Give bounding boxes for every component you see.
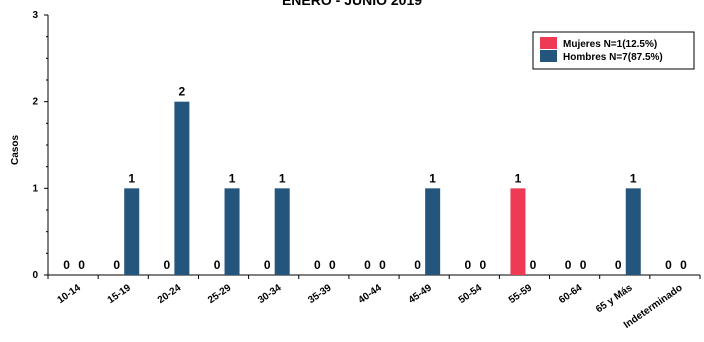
x-tick-label: 10-14 — [56, 282, 84, 306]
data-label: 1 — [128, 171, 135, 185]
legend-label: Hombres N=7(87.5%) — [563, 52, 663, 63]
x-tick-label: 15-19 — [106, 282, 134, 306]
data-label: 0 — [113, 258, 120, 272]
data-label: 0 — [379, 258, 386, 272]
x-tick-label: 40-44 — [356, 282, 384, 306]
data-label: 0 — [565, 258, 572, 272]
x-tick-label: 55-59 — [507, 282, 535, 306]
data-label: 0 — [464, 258, 471, 272]
data-label: 0 — [264, 258, 271, 272]
data-label: 0 — [164, 258, 171, 272]
data-label: 1 — [630, 171, 637, 185]
data-label: 0 — [479, 258, 486, 272]
x-tick-label: 35-39 — [306, 282, 334, 306]
data-label: 0 — [580, 258, 587, 272]
data-label: 0 — [78, 258, 85, 272]
legend-label: Mujeres N=1(12.5%) — [563, 39, 657, 50]
legend-swatch — [540, 50, 557, 62]
legend: Mujeres N=1(12.5%) Hombres N=7(87.5%) — [532, 31, 695, 70]
legend-swatch — [540, 37, 557, 49]
y-axis-label: Casos — [10, 135, 21, 165]
data-label: 0 — [530, 258, 537, 272]
x-tick-label: 45-49 — [407, 282, 435, 306]
y-tick-label: 0 — [32, 270, 38, 281]
y-tick-label: 2 — [32, 97, 38, 108]
x-tick-label: 65 y Más — [594, 282, 635, 315]
data-label: 0 — [63, 258, 70, 272]
data-label: 0 — [665, 258, 672, 272]
x-tick-label: 20-24 — [156, 282, 184, 306]
chart-title: ENERO - JUNIO 2019 — [282, 0, 422, 8]
data-label: 1 — [279, 171, 286, 185]
legend-box — [532, 31, 695, 70]
data-label: 1 — [515, 171, 522, 185]
bar-hombres — [124, 188, 140, 275]
data-label: 2 — [179, 85, 186, 99]
y-tick-label: 3 — [32, 10, 38, 21]
data-label: 0 — [314, 258, 321, 272]
bar-hombres — [274, 188, 290, 275]
data-label: 0 — [329, 258, 336, 272]
data-label: 0 — [414, 258, 421, 272]
x-tick-label: 60-64 — [557, 282, 585, 306]
bar-hombres — [425, 188, 441, 275]
x-tick-label: 50-54 — [457, 282, 485, 306]
data-label: 0 — [615, 258, 622, 272]
data-label: 0 — [214, 258, 221, 272]
x-tick-label: 25-29 — [206, 282, 234, 306]
bar-mujeres — [510, 188, 526, 275]
data-label: 0 — [680, 258, 687, 272]
bar-hombres — [625, 188, 641, 275]
data-label: 0 — [364, 258, 371, 272]
bar-hombres — [174, 101, 190, 276]
x-tick-label: 30-34 — [256, 282, 284, 306]
bar-hombres — [224, 188, 240, 275]
data-label: 1 — [229, 171, 236, 185]
y-tick-label: 1 — [32, 183, 38, 194]
data-label: 1 — [429, 171, 436, 185]
